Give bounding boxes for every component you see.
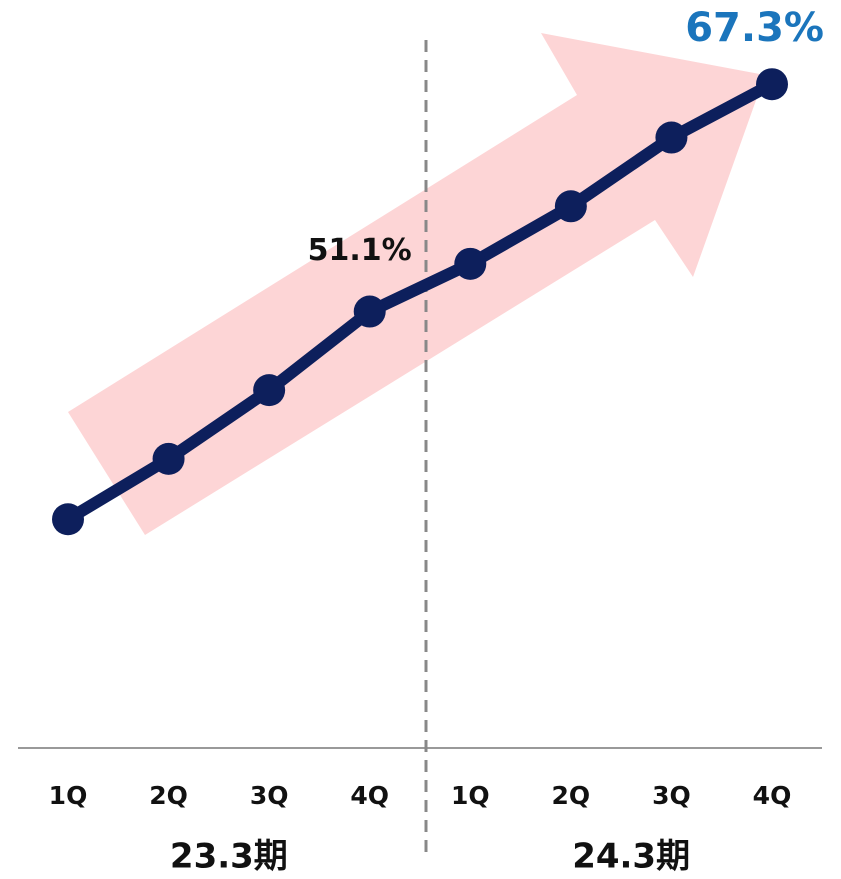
x-tick-label: 2Q	[149, 781, 188, 810]
x-tick-label: 3Q	[652, 781, 691, 810]
data-point	[353, 295, 386, 328]
group-label: 24.3期	[572, 837, 690, 877]
x-tick-label: 4Q	[753, 781, 792, 810]
data-point	[152, 442, 185, 475]
x-tick-label: 3Q	[250, 781, 289, 810]
group-label: 23.3期	[170, 837, 288, 877]
data-point	[554, 190, 587, 223]
data-line	[64, 78, 775, 525]
data-point	[756, 68, 788, 101]
data-point	[253, 374, 286, 407]
value-label: 51.1%	[308, 233, 412, 268]
value-label: 67.3%	[685, 5, 824, 51]
x-tick-label: 1Q	[49, 781, 88, 810]
data-point	[655, 121, 688, 154]
x-tick-label: 4Q	[350, 781, 389, 810]
data-point	[52, 503, 84, 536]
x-tick-label: 1Q	[451, 781, 490, 810]
x-tick-label: 2Q	[552, 781, 591, 810]
data-point	[454, 247, 487, 280]
